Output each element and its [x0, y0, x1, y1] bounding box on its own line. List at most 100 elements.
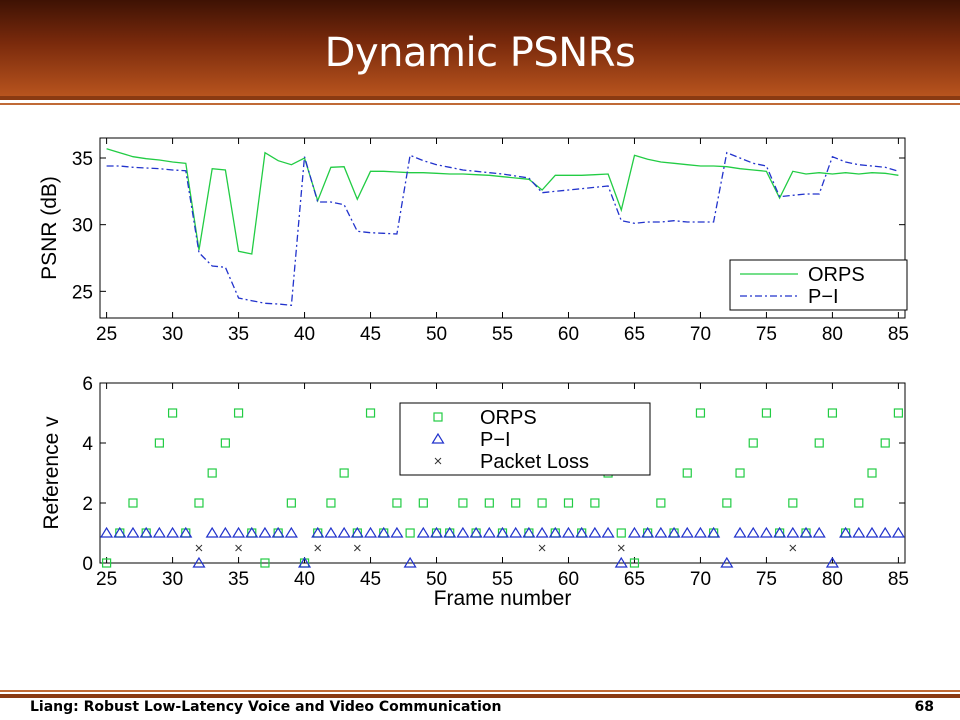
- ref-point-orps: [194, 498, 204, 508]
- ref-point-pi: [179, 526, 193, 538]
- ref-point-pi: [126, 526, 140, 538]
- ref-point-orps: [101, 558, 112, 568]
- ref-x-tick-label: 70: [690, 569, 711, 590]
- psnr-legend-box: [729, 259, 908, 311]
- ref-point-orps: [854, 498, 864, 508]
- psnr-x-tick-label: 45: [360, 324, 381, 345]
- ref-point-pi: [799, 526, 813, 538]
- psnr-x-tick-label: 30: [162, 324, 183, 345]
- ref-point-pi: [443, 526, 457, 538]
- ref-point-packet-loss: [538, 544, 546, 552]
- marker-x-stroke: [789, 544, 797, 552]
- ref-point-pi: [113, 526, 127, 538]
- ref-point-orps: [326, 498, 336, 508]
- ref-point-pi: [429, 526, 444, 538]
- ref-point-pi: [100, 526, 114, 538]
- ref-point-packet-loss: [314, 544, 322, 552]
- ref-point-pi: [548, 526, 562, 538]
- ref-x-tick-label: 40: [294, 569, 315, 590]
- ref-point-pi: [852, 526, 866, 538]
- marker-x-stroke: [353, 544, 361, 552]
- ref-point-orps: [154, 438, 164, 448]
- ref-point-orps: [695, 408, 706, 418]
- ref-point-pi: [192, 556, 206, 568]
- ref-point-pi: [627, 526, 642, 538]
- ref-point-pi: [601, 526, 615, 538]
- ref-point-pi: [891, 526, 905, 538]
- ref-point-pi: [680, 526, 694, 538]
- ref-point-pi: [839, 526, 853, 538]
- psnr-y-tick-label: 35: [72, 149, 93, 170]
- ref-point-orps: [511, 498, 521, 508]
- ref-point-orps: [286, 498, 296, 508]
- psnr-y-tick-label: 30: [72, 216, 93, 237]
- ref-point-pi: [456, 526, 470, 538]
- ref-point-orps: [616, 528, 626, 538]
- ref-point-pi: [746, 526, 760, 538]
- ref-legend-label: Packet Loss: [480, 451, 589, 473]
- ref-point-pi: [786, 526, 800, 538]
- ref-point-pi: [495, 526, 510, 538]
- ref-point-orps: [814, 438, 824, 448]
- ref-y-axis-label: Reference v: [40, 416, 63, 530]
- ref-x-tick-label: 45: [360, 569, 381, 590]
- ref-x-tick-label: 55: [492, 569, 513, 590]
- ref-legend-swatch: [431, 432, 445, 444]
- ref-point-orps: [418, 498, 428, 508]
- ref-point-orps: [880, 438, 890, 448]
- psnr-x-tick-label: 55: [492, 324, 513, 345]
- ref-point-orps: [220, 438, 230, 448]
- ref-legend-swatch: [434, 457, 442, 465]
- header-rule-thin: [0, 103, 960, 105]
- ref-x-tick-label: 25: [96, 569, 117, 590]
- ref-point-pi: [693, 526, 708, 538]
- ref-point-pi: [509, 526, 523, 538]
- ref-x-tick-label: 75: [756, 569, 777, 590]
- psnr-series-line-pi: [106, 151, 899, 307]
- psnr-x-tick-label: 65: [624, 324, 645, 345]
- ref-point-orps: [484, 498, 494, 508]
- ref-y-tick-label: 6: [82, 374, 93, 395]
- psnr-x-tick-label: 85: [888, 324, 909, 345]
- ref-legend-label: P−I: [480, 429, 511, 451]
- ref-point-orps: [735, 468, 745, 478]
- psnr-series-line-orps: [106, 148, 899, 255]
- ref-point-pi: [812, 526, 826, 538]
- ref-point-orps: [167, 408, 178, 418]
- ref-point-orps: [365, 408, 376, 418]
- ref-point-pi: [324, 526, 338, 538]
- ref-point-pi: [878, 526, 892, 538]
- ref-point-pi: [707, 526, 721, 538]
- ref-point-pi: [482, 526, 496, 538]
- ref-point-orps: [748, 438, 758, 448]
- ref-point-orps: [128, 498, 138, 508]
- ref-point-pi: [614, 556, 628, 568]
- footer-citation: Liang: Robust Low-Latency Voice and Vide…: [30, 699, 502, 715]
- footer-rule-thick: [0, 694, 960, 698]
- ref-x-axis-label: Frame number: [434, 587, 572, 610]
- psnr-x-tick-label: 25: [96, 324, 117, 345]
- ref-point-pi: [231, 526, 246, 538]
- marker-x-stroke: [235, 544, 242, 552]
- ref-point-orps: [656, 498, 666, 508]
- ref-point-orps: [260, 558, 270, 568]
- ref-point-orps: [788, 498, 798, 508]
- ref-point-pi: [390, 526, 404, 538]
- ref-point-pi: [825, 556, 839, 568]
- ref-point-pi: [733, 526, 747, 538]
- ref-point-orps: [761, 408, 772, 418]
- ref-point-pi: [773, 526, 787, 538]
- psnr-y-axis-label: PSNR (dB): [38, 176, 61, 280]
- ref-point-pi: [469, 526, 483, 538]
- header-rule-thick: [0, 96, 960, 100]
- ref-point-orps: [893, 408, 904, 418]
- ref-point-packet-loss: [789, 544, 797, 552]
- slide-number: 68: [914, 699, 934, 715]
- psnr-x-tick-label: 75: [756, 324, 777, 345]
- marker-x-stroke: [538, 544, 546, 552]
- marker-x-stroke: [314, 544, 322, 552]
- ref-y-tick-label: 0: [82, 554, 93, 575]
- ref-point-pi: [139, 526, 153, 538]
- ref-point-pi: [337, 526, 351, 538]
